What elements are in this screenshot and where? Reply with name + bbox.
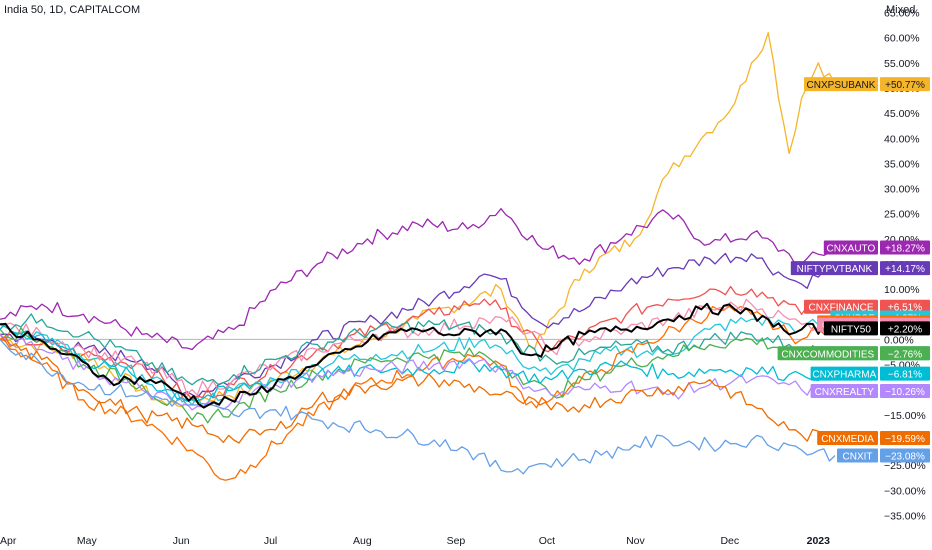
x-tick-label: Dec bbox=[720, 535, 739, 547]
series-value-label: +6.51% bbox=[888, 303, 922, 314]
y-tick-label: −30.00% bbox=[884, 485, 926, 497]
series-name-tag-cnxauto: CNXAUTO bbox=[823, 240, 878, 255]
series-name-tag-cnxit: CNXIT bbox=[837, 448, 878, 463]
scale-mode-label[interactable]: Mixed bbox=[886, 4, 916, 16]
series-name-label: CNXREALTY bbox=[815, 387, 875, 398]
x-tick-label: Nov bbox=[626, 535, 645, 547]
series-name-label: CNXIT bbox=[843, 451, 873, 462]
chart-title: India 50, 1D, CAPITALCOM bbox=[4, 4, 141, 16]
series-name-label: CNXCOMMODITIES bbox=[781, 349, 874, 360]
series-value-label: −23.08% bbox=[885, 451, 925, 462]
y-tick-label: 40.00% bbox=[884, 133, 920, 145]
series-value-tag-cnxmedia: −19.59% bbox=[880, 430, 930, 445]
series-name-tag-cnxpsubank: CNXPSUBANK bbox=[804, 77, 878, 92]
x-tick-label: Aug bbox=[353, 535, 372, 547]
series-name-label: CNXAUTO bbox=[827, 244, 876, 255]
series-value-tag-cnxpsubank: +50.77% bbox=[880, 77, 930, 92]
x-tick-label: Sep bbox=[447, 535, 466, 547]
series-name-label: CNXPSUBANK bbox=[807, 80, 876, 91]
series-value-label: +18.27% bbox=[885, 244, 925, 255]
series-line-cnxauto[interactable] bbox=[0, 208, 836, 351]
series-value-tag-cnxpharma: −6.81% bbox=[880, 366, 930, 381]
x-tick-label: 2023 bbox=[807, 535, 831, 547]
series-line-cnxmedia[interactable] bbox=[0, 335, 836, 444]
x-tick-label: Oct bbox=[539, 535, 555, 547]
series-name-label: CNXMEDIA bbox=[821, 434, 874, 445]
series-line-cnxcommodities[interactable] bbox=[0, 326, 836, 424]
series-value-tag-niftypvtbank: +14.17% bbox=[880, 261, 930, 276]
y-tick-label: 60.00% bbox=[884, 33, 920, 45]
y-tick-label: 65.00% bbox=[884, 8, 920, 20]
series-name-label: CNXPHARMA bbox=[812, 370, 876, 381]
series-line-nifty50[interactable] bbox=[0, 302, 836, 409]
series-value-tag-cnxrealty: −10.26% bbox=[880, 384, 930, 399]
series-name-tag-cnxcommodities: CNXCOMMODITIES bbox=[777, 346, 878, 361]
y-tick-label: 25.00% bbox=[884, 209, 920, 221]
y-tick-label: 55.00% bbox=[884, 58, 920, 70]
x-tick-label: Jun bbox=[173, 535, 190, 547]
series-line-cnxpsubank[interactable] bbox=[0, 32, 836, 408]
series-name-tag-cnxmedia: CNXMEDIA bbox=[817, 430, 878, 445]
series-line-cnxrealty[interactable] bbox=[0, 333, 836, 411]
y-tick-label: −15.00% bbox=[884, 410, 926, 422]
series-name-label: NIFTY50 bbox=[831, 324, 871, 335]
series-name-tag-cnxrealty: CNXREALTY bbox=[810, 384, 878, 399]
series-value-label: −19.59% bbox=[885, 434, 925, 445]
series-value-tag-nifty50: +2.20% bbox=[880, 321, 930, 336]
series-value-tag-cnxcommodities: −2.76% bbox=[880, 346, 930, 361]
series-name-label: NIFTYPVTBANK bbox=[797, 264, 873, 275]
series-value-label: +2.20% bbox=[888, 324, 922, 335]
series-name-tag-cnxfinance: CNXFINANCE bbox=[804, 299, 878, 314]
series-name-tag-cnxpharma: CNXPHARMA bbox=[810, 366, 878, 381]
x-tick-label: May bbox=[77, 535, 98, 547]
series-name-tag-niftypvtbank: NIFTYPVTBANK bbox=[790, 261, 878, 276]
series-line-niftypvtbank[interactable] bbox=[0, 252, 836, 399]
series-value-tag-cnxauto: +18.27% bbox=[880, 240, 930, 255]
y-tick-label: 30.00% bbox=[884, 184, 920, 196]
y-tick-label: −35.00% bbox=[884, 510, 926, 522]
series-name-label: CNXFINANCE bbox=[808, 303, 873, 314]
x-tick-label: Apr bbox=[0, 535, 17, 547]
series-line-cnxit[interactable] bbox=[0, 338, 836, 475]
series-value-label: +50.77% bbox=[885, 80, 925, 91]
y-tick-label: 35.00% bbox=[884, 158, 920, 170]
series-value-tag-cnxfinance: +6.51% bbox=[880, 299, 930, 314]
y-tick-label: 45.00% bbox=[884, 108, 920, 120]
series-value-label: +14.17% bbox=[885, 264, 925, 275]
series-line-cnxmetal[interactable] bbox=[0, 305, 836, 481]
series-value-label: −2.76% bbox=[888, 349, 922, 360]
series-value-label: −10.26% bbox=[885, 387, 925, 398]
y-tick-label: 10.00% bbox=[884, 284, 920, 296]
series-name-tag-nifty50: NIFTY50 bbox=[823, 321, 878, 336]
x-tick-label: Jul bbox=[264, 535, 277, 547]
y-tick-label: 0.00% bbox=[884, 334, 914, 346]
y-tick-label: −25.00% bbox=[884, 460, 926, 472]
series-value-label: −6.81% bbox=[888, 370, 922, 381]
series-value-tag-cnxit: −23.08% bbox=[880, 448, 930, 463]
